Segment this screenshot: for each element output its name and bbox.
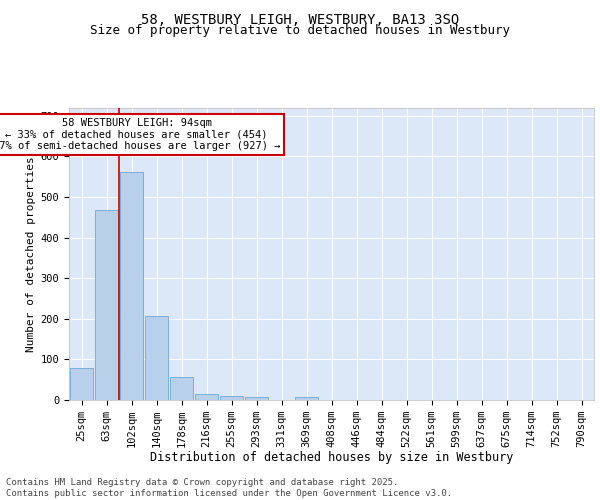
Text: Size of property relative to detached houses in Westbury: Size of property relative to detached ho… — [90, 24, 510, 37]
Y-axis label: Number of detached properties: Number of detached properties — [26, 156, 37, 352]
Bar — [145, 316, 169, 400]
Bar — [170, 377, 193, 400]
Bar — [95, 210, 118, 400]
Text: 58 WESTBURY LEIGH: 94sqm
← 33% of detached houses are smaller (454)
67% of semi-: 58 WESTBURY LEIGH: 94sqm ← 33% of detach… — [0, 118, 280, 151]
X-axis label: Distribution of detached houses by size in Westbury: Distribution of detached houses by size … — [150, 452, 513, 464]
Bar — [295, 397, 319, 400]
Bar — [245, 397, 268, 400]
Bar — [194, 394, 218, 400]
Text: 58, WESTBURY LEIGH, WESTBURY, BA13 3SQ: 58, WESTBURY LEIGH, WESTBURY, BA13 3SQ — [141, 12, 459, 26]
Text: Contains HM Land Registry data © Crown copyright and database right 2025.
Contai: Contains HM Land Registry data © Crown c… — [6, 478, 452, 498]
Bar — [220, 396, 244, 400]
Bar — [119, 172, 143, 400]
Bar — [70, 368, 94, 400]
